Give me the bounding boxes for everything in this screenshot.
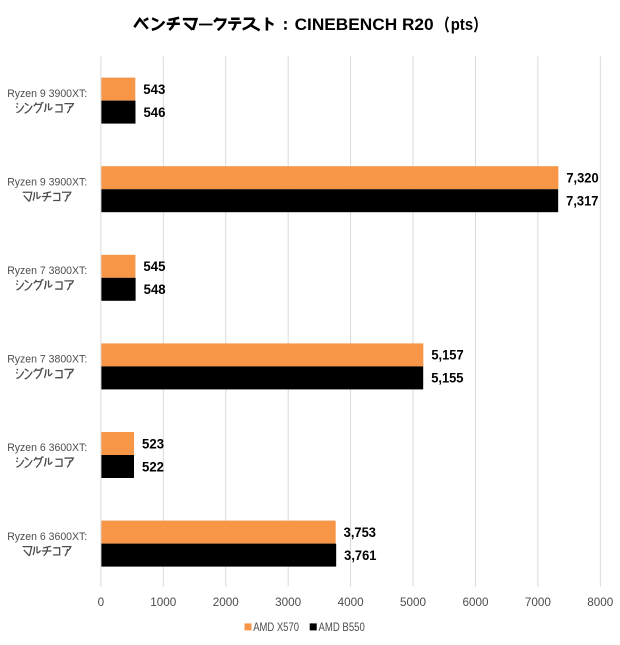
svg-text:548: 548 <box>144 281 166 297</box>
svg-text:Ryzen 6 3600XT:: Ryzen 6 3600XT: <box>7 531 87 543</box>
svg-text:Ryzen 9 3900XT:: Ryzen 9 3900XT: <box>7 88 87 100</box>
svg-text:3,753: 3,753 <box>344 524 376 540</box>
svg-text:Ryzen 9 3900XT:: Ryzen 9 3900XT: <box>7 176 87 188</box>
svg-text:Ryzen 7 3800XT:: Ryzen 7 3800XT: <box>7 354 87 366</box>
svg-text:pts: pts <box>451 16 473 34</box>
svg-text:3000: 3000 <box>275 596 302 609</box>
svg-text:523: 523 <box>142 435 164 451</box>
svg-text:7000: 7000 <box>525 596 552 609</box>
svg-text:7,320: 7,320 <box>566 170 598 186</box>
svg-text:3,761: 3,761 <box>344 547 376 563</box>
svg-text:AMD X570: AMD X570 <box>253 621 299 634</box>
svg-text:5,155: 5,155 <box>431 370 463 386</box>
svg-text:7,317: 7,317 <box>566 193 598 209</box>
svg-text:5,157: 5,157 <box>431 347 463 363</box>
svg-text:522: 522 <box>142 458 164 474</box>
svg-text:6000: 6000 <box>462 596 489 609</box>
svg-text:543: 543 <box>143 81 165 97</box>
svg-text:545: 545 <box>143 258 165 274</box>
svg-text:8000: 8000 <box>587 596 614 609</box>
svg-text:AMD B550: AMD B550 <box>319 621 365 634</box>
svg-text:2000: 2000 <box>213 596 240 609</box>
svg-text:1000: 1000 <box>150 596 177 609</box>
svg-text:4000: 4000 <box>338 596 365 609</box>
svg-text:5000: 5000 <box>400 596 427 609</box>
svg-text:546: 546 <box>143 104 165 120</box>
svg-text:0: 0 <box>98 596 105 609</box>
svg-text:Ryzen 6 3600XT:: Ryzen 6 3600XT: <box>7 442 87 454</box>
svg-text:Ryzen 7 3800XT:: Ryzen 7 3800XT: <box>7 265 87 277</box>
svg-text:CINEBENCH R20: CINEBENCH R20 <box>295 16 434 34</box>
